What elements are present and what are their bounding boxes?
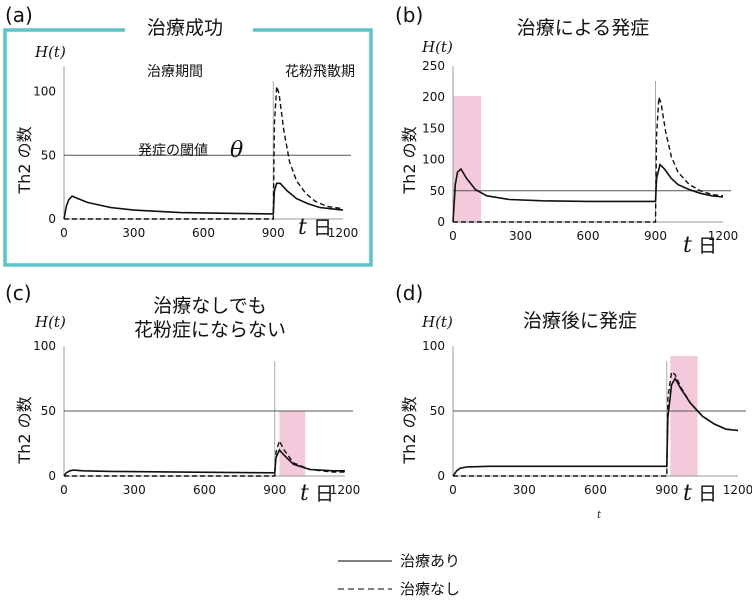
success-frame [3, 28, 373, 267]
x-axis-symbol: t [298, 215, 307, 240]
x-tick-label: 600 [584, 483, 607, 497]
y-tick-label: 0 [437, 469, 445, 483]
threshold-symbol: θ [230, 138, 243, 163]
x-tick-label: 0 [449, 229, 457, 243]
legend-with-treatment: 治療あり [400, 552, 460, 570]
y-tick-label: 100 [422, 339, 445, 353]
x-tick-label: 300 [123, 483, 146, 497]
x-tick-label: 0 [60, 226, 68, 240]
chart-panel-d: 0 50 100 0 300 600 900 1200 (d) 治療後に発症 H(t) Th2 の数 t… [395, 281, 752, 521]
y-tick-label: 200 [422, 90, 445, 104]
series-with-treatment [63, 182, 344, 220]
series-without-treatment [64, 86, 344, 220]
y-axis-symbol: H(t) [421, 38, 453, 56]
y-tick-label: 150 [422, 121, 445, 135]
chart-title: 治療による発症 [517, 17, 649, 39]
x-tick-label: 1200 [708, 229, 739, 243]
x-tick-label: 300 [509, 229, 532, 243]
x-tick-label: 900 [263, 483, 286, 497]
y-tick-label: 100 [422, 153, 445, 167]
treatment-period-label: 治療期間 [147, 63, 203, 80]
x-tick-label: 1200 [723, 483, 752, 497]
x-tick-label: 1200 [328, 226, 359, 240]
y-tick-label: 50 [41, 404, 56, 418]
chart-panel-a: 0 50 100 0 300 600 900 1200 (a) 治療成功 H(t) Th2 の数 t 日 治… [3, 3, 373, 267]
y-tick-label: 0 [437, 215, 445, 229]
x-axis-symbol: t [683, 481, 692, 506]
onset-highlight [453, 96, 482, 222]
x-tick-label: 900 [655, 483, 678, 497]
y-tick-label: 100 [33, 339, 56, 353]
x-axis-symbol: t [300, 481, 309, 506]
x-tick-label: 300 [513, 483, 536, 497]
legend-without-treatment: 治療なし [400, 580, 460, 598]
y-axis-symbol: H(t) [421, 313, 453, 331]
x-tick-label: 300 [122, 226, 145, 240]
onset-highlight [279, 411, 306, 476]
x-tick-label: 600 [192, 226, 215, 240]
chart-title: 治療成功 [147, 17, 223, 39]
x-axis-unit: 日 [315, 483, 334, 505]
series-with-treatment [452, 163, 724, 223]
x-tick-label: 900 [644, 229, 667, 243]
y-tick-label: 0 [48, 469, 56, 483]
x-axis-unit: 日 [698, 483, 717, 505]
y-axis-label: Th2 の数 [400, 396, 419, 464]
threshold-label: 発症の閾値 [138, 143, 208, 159]
y-axis-symbol: H(t) [34, 313, 66, 331]
x-axis-symbol: t [683, 233, 692, 258]
y-tick-label: 50 [430, 404, 445, 418]
panel-label: (c) [5, 281, 32, 305]
series-without-treatment [453, 96, 724, 223]
x-tick-label: 0 [449, 483, 457, 497]
chart-panel-b: 0 50 100 150 200 250 0 300 600 900 1200 (b) 治療による発症 H… [395, 3, 738, 258]
y-tick-label: 250 [422, 59, 445, 73]
series-without-treatment [64, 439, 345, 477]
onset-highlight [670, 356, 698, 476]
chart-title: 治療なしでも [153, 295, 266, 317]
panel-label: (b) [395, 3, 423, 27]
x-tick-label: 600 [193, 483, 216, 497]
y-tick-label: 100 [33, 85, 56, 99]
x-tick-label: 0 [60, 483, 68, 497]
panel-label: (a) [5, 3, 33, 27]
y-axis-label: Th2 の数 [400, 126, 419, 194]
pollen-season-label: 花粉飛散期 [285, 64, 355, 80]
chart-title: 治療後に発症 [523, 310, 637, 332]
y-axis-label: Th2 の数 [15, 396, 34, 464]
y-tick-label: 0 [48, 212, 56, 226]
y-tick-label: 50 [41, 148, 56, 162]
y-axis-symbol: H(t) [34, 43, 66, 61]
chart-title: 花粉症にならない [134, 319, 286, 341]
panel-label: (d) [395, 281, 423, 305]
x-tick-label: 600 [577, 229, 600, 243]
y-tick-label: 50 [430, 184, 445, 198]
series-without-treatment [453, 370, 739, 477]
x-axis-unit: 日 [313, 217, 332, 239]
x-axis-unit: 日 [698, 235, 717, 257]
x-tick-label: 1200 [330, 483, 361, 497]
x-axis-extra-label: t [597, 510, 602, 521]
x-tick-label: 900 [262, 226, 285, 240]
y-axis-label: Th2 の数 [15, 126, 34, 194]
